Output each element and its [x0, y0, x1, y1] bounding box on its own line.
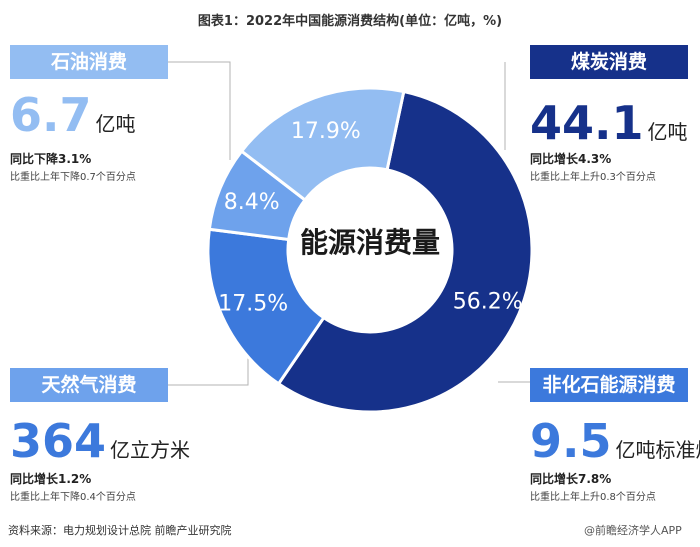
nonfossil-share-change: 比重比上年上升0.8个百分点: [530, 492, 656, 503]
oil-share-change: 比重比上年下降0.7个百分点: [10, 172, 136, 183]
slice-label-oil: 17.9%: [291, 119, 361, 144]
gas-value-block: 364 亿立方米: [10, 418, 190, 473]
slice-label-coal: 56.2%: [453, 289, 523, 314]
gas-share-change: 比重比上年下降0.4个百分点: [10, 492, 136, 503]
coal-value: 44.1: [530, 96, 644, 150]
coal-unit: 亿吨: [647, 120, 688, 144]
center-label: 能源消费量: [300, 226, 440, 259]
coal-share-change: 比重比上年上升0.3个百分点: [530, 172, 656, 183]
leader-line-oil: [168, 61, 231, 160]
donut-slice-nonfossil: [206, 227, 326, 386]
oil-value: 6.7: [10, 88, 92, 142]
slice-label-nonfossil: 17.5%: [218, 291, 288, 316]
card-title-gas: 天然气消费: [10, 368, 168, 402]
donut-slice-oil: [239, 86, 406, 203]
gas-yoy: 同比增长1.2%: [10, 472, 92, 486]
coal-value-block: 44.1 亿吨: [530, 100, 688, 155]
nonfossil-value-block: 9.5亿吨标准煤: [530, 418, 700, 473]
figure-title: 图表1：2022年中国能源消费结构(单位：亿吨，%): [197, 14, 503, 29]
card-title-coal: 煤炭消费: [530, 45, 688, 79]
nonfossil-yoy: 同比增长7.8%: [530, 472, 612, 486]
slice-label-gas: 8.4%: [224, 190, 280, 215]
slice-labels: 56.2% 17.5% 8.4% 17.9%: [218, 119, 522, 317]
coal-yoy: 同比增长4.3%: [530, 152, 612, 166]
oil-yoy: 同比下降3.1%: [10, 152, 92, 166]
gas-value: 364: [10, 414, 107, 468]
donut-slices: [206, 86, 534, 414]
source-note: 资料来源：电力规划设计总院 前瞻产业研究院: [8, 524, 232, 537]
oil-value-block: 6.7 亿吨: [10, 92, 136, 147]
nonfossil-value: 9.5: [530, 414, 612, 468]
card-title-oil: 石油消费: [10, 45, 168, 79]
brand-watermark: @前瞻经济学人APP: [584, 524, 682, 537]
card-title-nonfossil: 非化石能源消费: [530, 368, 688, 402]
nonfossil-unit: 亿吨标准煤: [615, 438, 700, 462]
gas-unit: 亿立方米: [110, 438, 191, 462]
donut-slice-coal: [276, 89, 534, 414]
oil-unit: 亿吨: [95, 112, 136, 136]
